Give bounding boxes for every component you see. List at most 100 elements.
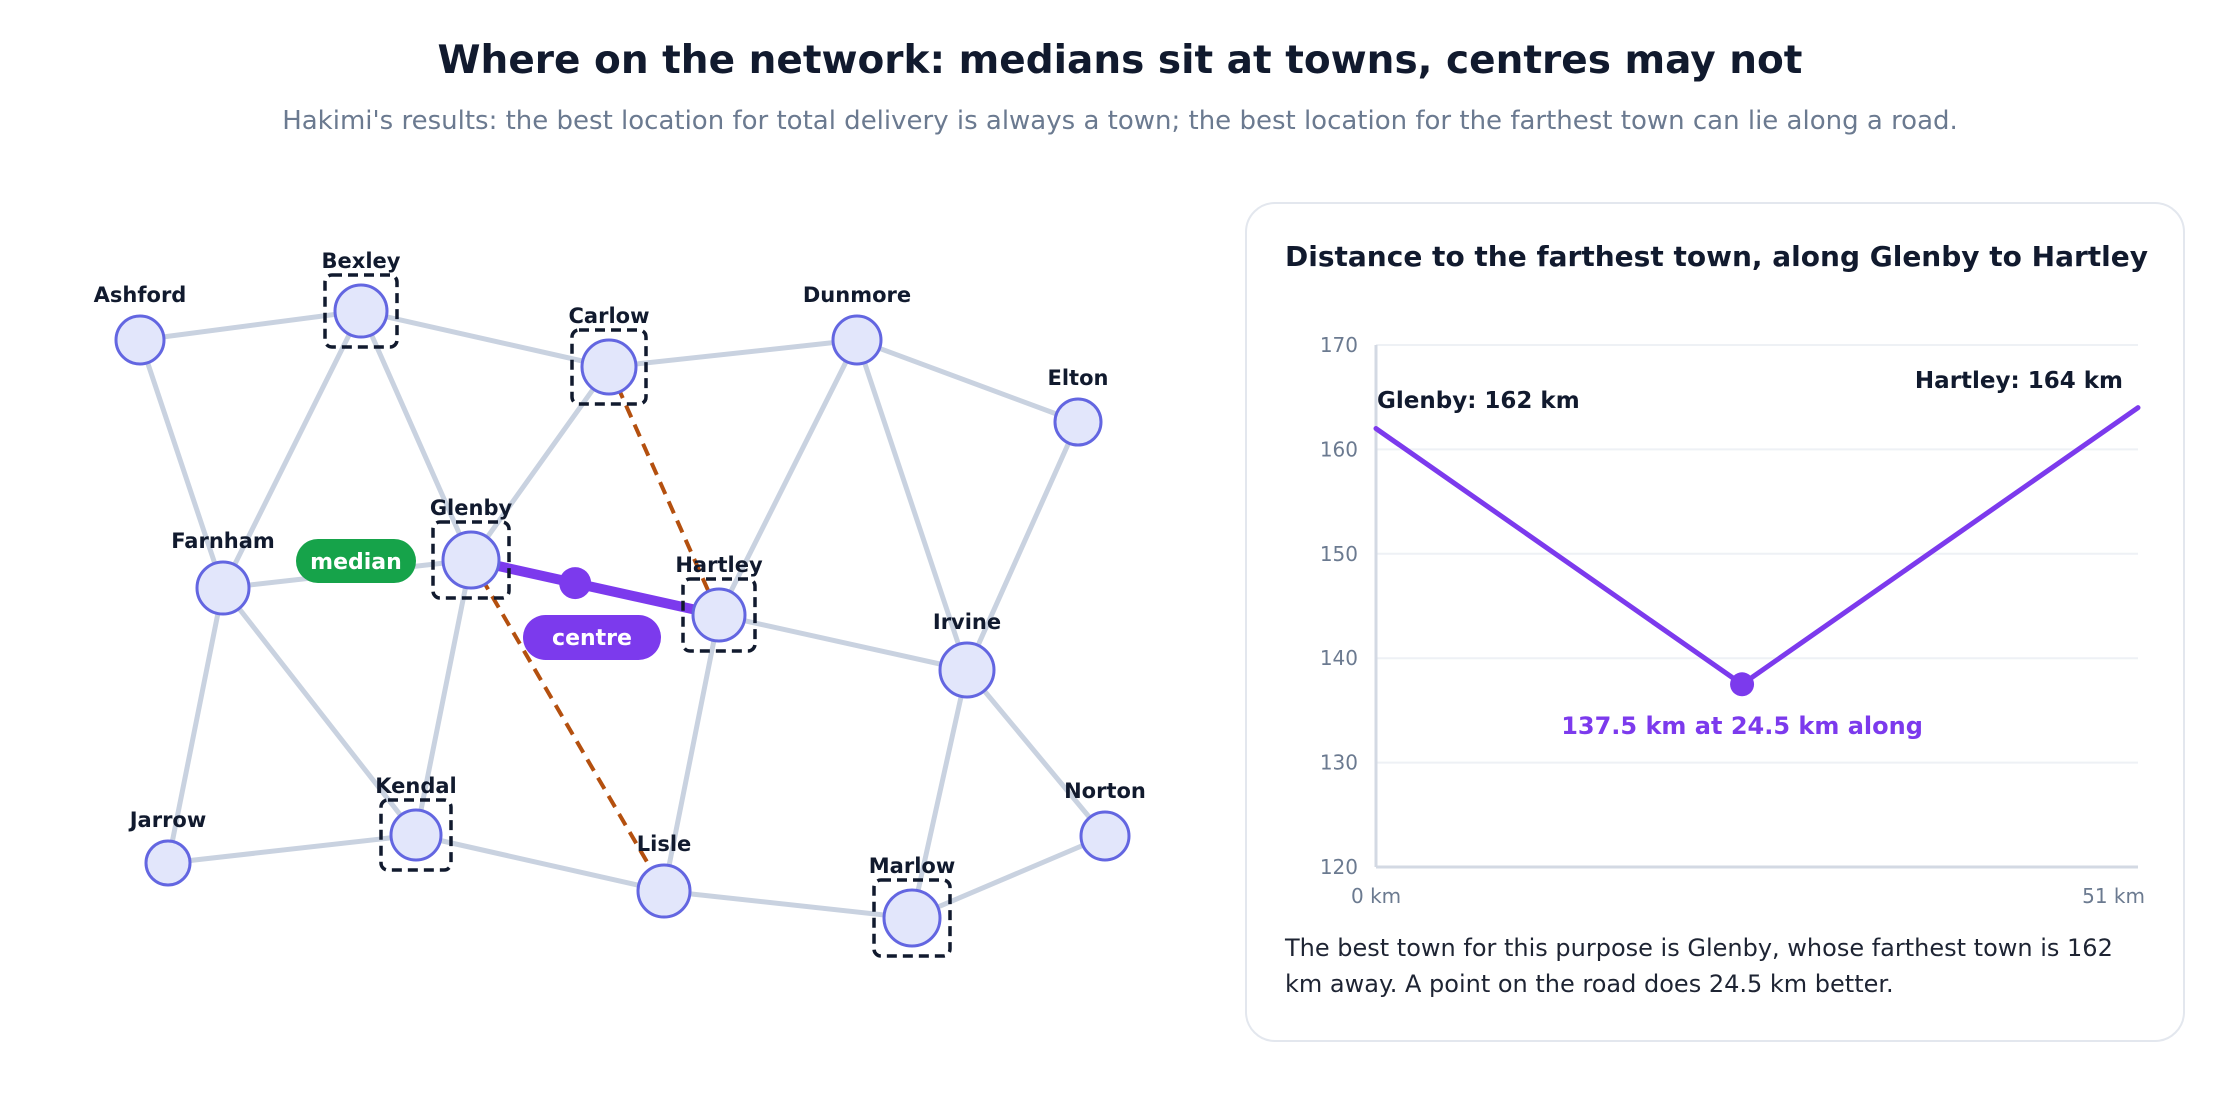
centre-pill-label: centre bbox=[552, 626, 632, 651]
selection-box-hartley bbox=[681, 577, 757, 653]
road-kendal-lisle bbox=[413, 832, 667, 894]
town-node-kendal bbox=[389, 808, 443, 862]
road-ashford-farnham bbox=[137, 337, 226, 591]
x-tick-label-end: 51 km bbox=[2082, 884, 2145, 904]
town-node-elton bbox=[1053, 397, 1103, 447]
road-bexley-carlow bbox=[358, 308, 612, 370]
town-irvine: Irvine bbox=[933, 610, 1001, 699]
town-node-irvine bbox=[938, 641, 996, 699]
y-tick-label-120: 120 bbox=[1320, 855, 1358, 879]
town-label-marlow: Marlow bbox=[869, 854, 955, 878]
selection-box-marlow bbox=[872, 878, 952, 958]
chart-grid bbox=[1376, 344, 2138, 764]
highlighted-road-glenby-hartley bbox=[466, 555, 724, 620]
town-hartley: Hartley bbox=[675, 553, 763, 643]
y-tick-label-130: 130 bbox=[1320, 751, 1358, 775]
farthest-path-glenby-lisle bbox=[469, 558, 666, 893]
town-lisle: Lisle bbox=[636, 832, 692, 919]
town-bexley: Bexley bbox=[322, 249, 401, 339]
town-label-hartley: Hartley bbox=[675, 553, 763, 577]
town-label-carlow: Carlow bbox=[569, 304, 650, 328]
town-node-jarrow bbox=[144, 839, 192, 887]
y-tick-label-160: 160 bbox=[1320, 437, 1358, 461]
minimum-point bbox=[1730, 672, 1755, 697]
page-title: Where on the network: medians sit at tow… bbox=[437, 38, 1803, 83]
road-elton-irvine bbox=[964, 419, 1081, 673]
selection-box-kendal bbox=[379, 798, 453, 872]
town-label-irvine: Irvine bbox=[933, 610, 1001, 634]
road-marlow-norton bbox=[909, 833, 1108, 921]
town-node-hartley bbox=[691, 587, 747, 643]
road-hartley-lisle bbox=[661, 612, 722, 894]
town-node-norton bbox=[1079, 810, 1131, 862]
town-node-lisle bbox=[636, 863, 692, 919]
chart-series bbox=[1373, 405, 2141, 697]
road-network-diagram: Ashford Bexley Carlow Dunmore Elton Farnham Gl… bbox=[94, 249, 1146, 958]
town-node-carlow bbox=[580, 338, 638, 396]
x-tick-label-start: 0 km bbox=[1351, 884, 1401, 904]
town-label-bexley: Bexley bbox=[322, 249, 401, 273]
town-node-ashford bbox=[114, 314, 166, 366]
towns-layer: Ashford Bexley Carlow Dunmore Elton Farnham Gl… bbox=[94, 249, 1146, 948]
town-label-farnham: Farnham bbox=[171, 529, 275, 553]
panel-title: Distance to the farthest town, along Gle… bbox=[1285, 240, 2149, 273]
town-node-farnham bbox=[195, 560, 251, 616]
town-node-bexley bbox=[333, 283, 389, 339]
road-dunmore-hartley bbox=[716, 337, 860, 618]
page-subtitle: Hakimi's results: the best location for … bbox=[282, 106, 1958, 136]
road-hartley-irvine bbox=[716, 612, 970, 673]
town-dunmore: Dunmore bbox=[803, 283, 911, 366]
road-glenby-kendal bbox=[413, 557, 474, 838]
road-irvine-norton bbox=[964, 667, 1108, 839]
road-farnham-kendal bbox=[220, 585, 419, 838]
road-jarrow-kendal bbox=[165, 832, 419, 866]
farthest-distance-chart: 120 130 140 150 160 170 0 km 51 km Glenby: 162 … bbox=[1320, 333, 2145, 904]
town-kendal: Kendal bbox=[375, 774, 457, 862]
road-ashford-bexley bbox=[137, 308, 364, 343]
road-dunmore-elton bbox=[854, 337, 1081, 425]
town-carlow: Carlow bbox=[569, 304, 650, 396]
selection-box-glenby bbox=[431, 520, 511, 600]
y-tick-label-150: 150 bbox=[1320, 542, 1358, 566]
road-farnham-jarrow bbox=[165, 585, 226, 866]
centre-pill: centre bbox=[523, 615, 661, 660]
road-irvine-marlow bbox=[909, 667, 970, 921]
road-carlow-glenby bbox=[468, 364, 612, 563]
road-carlow-dunmore bbox=[606, 337, 860, 370]
farthest-path-carlow-hartley bbox=[607, 366, 721, 616]
town-node-glenby bbox=[441, 530, 501, 590]
selection-box-carlow bbox=[570, 328, 648, 406]
farthest-distance-panel: Distance to the farthest town, along Gle… bbox=[1245, 202, 2185, 1042]
town-node-dunmore bbox=[831, 314, 883, 366]
road-bexley-farnham bbox=[220, 308, 364, 591]
centre-pill-background bbox=[523, 615, 661, 660]
median-pill-label: median bbox=[310, 550, 402, 575]
town-label-kendal: Kendal bbox=[375, 774, 457, 798]
town-marlow: Marlow bbox=[869, 854, 955, 948]
town-label-ashford: Ashford bbox=[94, 283, 187, 307]
highlight-road-layer bbox=[466, 555, 724, 620]
town-glenby: Glenby bbox=[430, 496, 513, 590]
dashed-paths-layer bbox=[469, 366, 721, 893]
town-ashford: Ashford bbox=[94, 283, 187, 366]
chart-tick-labels: 120 130 140 150 160 170 0 km 51 km bbox=[1320, 333, 2145, 904]
town-norton: Norton bbox=[1064, 779, 1146, 862]
town-node-marlow bbox=[882, 888, 942, 948]
median-pill: median bbox=[296, 539, 416, 583]
pills-layer: median centre bbox=[296, 539, 661, 660]
road-lisle-marlow bbox=[661, 888, 915, 921]
centre-point-marker bbox=[559, 567, 592, 600]
town-label-glenby: Glenby bbox=[430, 496, 513, 520]
minimum-annotation: 137.5 km at 24.5 km along bbox=[1561, 712, 1923, 740]
town-label-elton: Elton bbox=[1048, 366, 1109, 390]
town-elton: Elton bbox=[1048, 366, 1109, 447]
end-annotation: Hartley: 164 km bbox=[1915, 368, 2123, 394]
panel-caption: The best town for this purpose is Glenby… bbox=[1285, 934, 2113, 998]
median-pill-background bbox=[296, 539, 416, 583]
town-label-norton: Norton bbox=[1064, 779, 1146, 803]
road-dunmore-irvine bbox=[854, 337, 970, 673]
selection-boxes-layer bbox=[323, 273, 952, 958]
y-tick-label-170: 170 bbox=[1320, 333, 1358, 357]
town-farnham: Farnham bbox=[171, 529, 275, 616]
town-label-lisle: Lisle bbox=[637, 832, 692, 856]
